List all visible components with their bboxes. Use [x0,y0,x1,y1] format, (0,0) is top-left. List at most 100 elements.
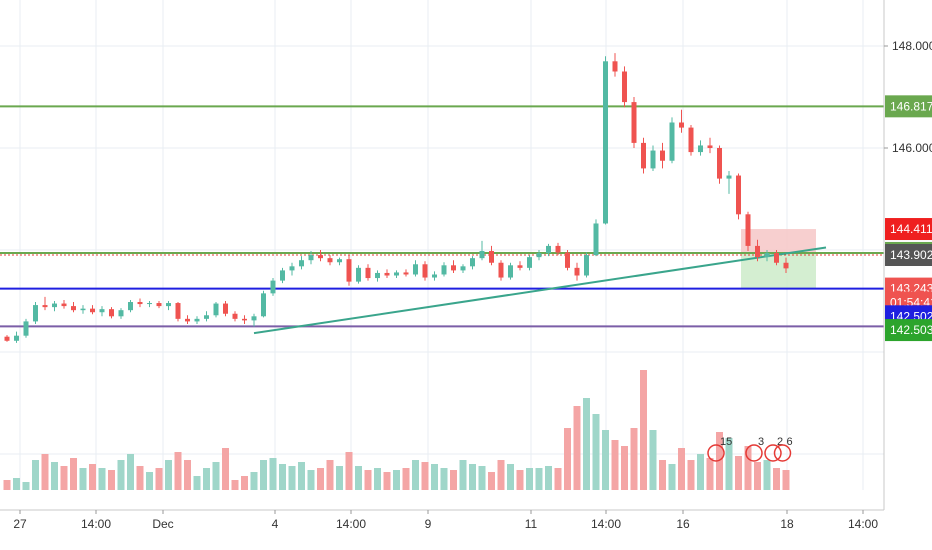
candle-body [223,303,228,314]
volume-bar [402,468,410,490]
candle-body [764,253,770,258]
x-tick-label: 4 [272,517,279,531]
volume-bar [497,460,505,490]
candle-body [394,272,399,276]
candle-body [299,260,304,267]
volume-bar [535,468,543,490]
volume-bar [649,430,657,490]
volume-bar [307,470,315,490]
candle-body [432,274,437,278]
candle-body [422,264,428,278]
candle-body [90,308,95,313]
x-tick-label: Dec [152,517,173,531]
event-count: 2 [777,436,783,448]
x-tick-label: 14:00 [591,517,621,531]
candle-body [242,318,247,321]
trend-line[interactable] [253,246,827,335]
volume-bar [640,370,647,490]
candle-body [118,310,124,317]
event-icon[interactable] [745,444,763,462]
price-tag [885,243,932,266]
event-icon[interactable] [773,444,792,462]
x-tick-label: 16 [676,517,690,531]
volume-bar [564,428,571,490]
volume-bar [383,472,391,490]
volume-bar [98,468,106,490]
candle-body [641,142,646,169]
volume-bar [22,482,30,490]
volume-bar [250,472,258,490]
event-icon[interactable] [764,444,782,462]
volume-bar [345,452,353,490]
volume-bar [621,446,628,490]
candle-body [679,122,684,128]
volume-bar [260,460,267,490]
volume-bar [60,466,68,490]
volume-bar [146,472,153,490]
candle-body [631,102,637,143]
volume-bar [32,460,39,490]
volume-bars [3,370,790,490]
candle-body [251,316,257,321]
volume-bar [687,460,695,490]
candle-body [61,303,67,307]
candle-body [546,245,551,254]
volume-bar [773,468,780,490]
volume-bar [241,476,248,490]
volume-bar [174,452,182,490]
volume-bar [507,464,514,490]
volume-bar [117,460,125,490]
price-tag-label: 143.902 [890,248,932,262]
volume-bar [298,462,305,490]
event-icons[interactable]: 15 3 2 6 [707,436,793,462]
volume-bar [336,466,343,490]
volume-bar [108,470,115,490]
candle-body [346,259,352,282]
candle-body [413,264,418,275]
candle-body [470,258,475,267]
candle-body [80,308,86,311]
candle-body [508,265,513,278]
volume-bar [706,458,714,490]
event-icon[interactable] [707,444,725,462]
x-tick-label: 27 [13,517,27,531]
volume-bar [165,460,172,490]
volume-bar [193,476,201,490]
volume-bar [630,428,638,490]
price-tag [885,218,932,241]
trendline[interactable] [253,246,827,335]
volume-bar [573,406,581,490]
volume-bar [412,460,419,490]
candle-body [622,71,627,103]
candle-body [717,148,722,179]
volume-bar [611,440,619,490]
candle-body [783,262,789,269]
volume-bar [184,460,191,490]
candle-body [774,253,779,263]
x-tick-label: 9 [425,517,432,531]
candle-body [451,265,456,271]
price-tag-label: 144.411 [890,222,932,236]
candle-body [565,252,570,268]
candle-body [698,145,703,153]
volume-bar [469,464,476,490]
candle-body [42,305,48,308]
candle-body [736,175,741,215]
x-tick-label: 11 [525,517,538,531]
candle-body [688,127,694,153]
volume-bar [735,456,742,490]
candle-body [261,293,266,317]
candle-body [289,266,295,271]
volume-bar [754,462,761,490]
stop-loss-zone[interactable] [741,229,816,253]
candle-body [137,302,143,305]
candle-body [527,257,532,268]
price-tag [885,319,932,342]
volume-bar [288,466,296,490]
volume-bar [51,462,58,490]
candle-body [318,255,323,259]
horizontal-lines[interactable] [0,105,884,328]
candle-body [194,318,200,322]
volume-bar [269,458,277,490]
